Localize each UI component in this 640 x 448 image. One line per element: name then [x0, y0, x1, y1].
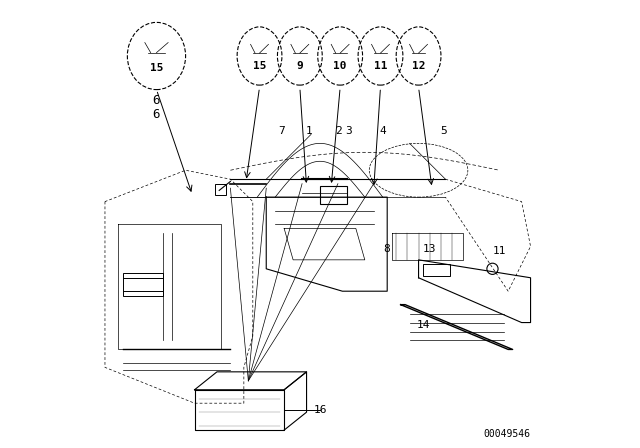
Text: 8: 8	[383, 244, 390, 254]
Text: 3: 3	[345, 126, 351, 136]
Text: 11: 11	[374, 61, 387, 71]
Text: 12: 12	[412, 61, 426, 71]
Text: 9: 9	[296, 61, 303, 71]
Bar	[423, 264, 450, 276]
Text: 00049546: 00049546	[484, 429, 531, 439]
Text: 10: 10	[333, 61, 347, 71]
Text: 11: 11	[492, 246, 506, 256]
Text: 1: 1	[305, 126, 312, 136]
Bar	[215, 184, 226, 195]
Text: 4: 4	[380, 126, 386, 136]
Text: 15: 15	[253, 61, 266, 71]
Text: 16: 16	[313, 405, 327, 415]
Text: 15: 15	[150, 63, 163, 73]
Text: 6: 6	[153, 108, 160, 121]
Bar	[320, 186, 347, 204]
Text: 13: 13	[423, 244, 436, 254]
Text: 6: 6	[153, 94, 160, 108]
Bar	[123, 273, 163, 296]
Text: 14: 14	[416, 320, 430, 330]
Text: 7: 7	[278, 126, 285, 136]
Text: 5: 5	[440, 126, 447, 136]
Text: 2: 2	[335, 126, 342, 136]
